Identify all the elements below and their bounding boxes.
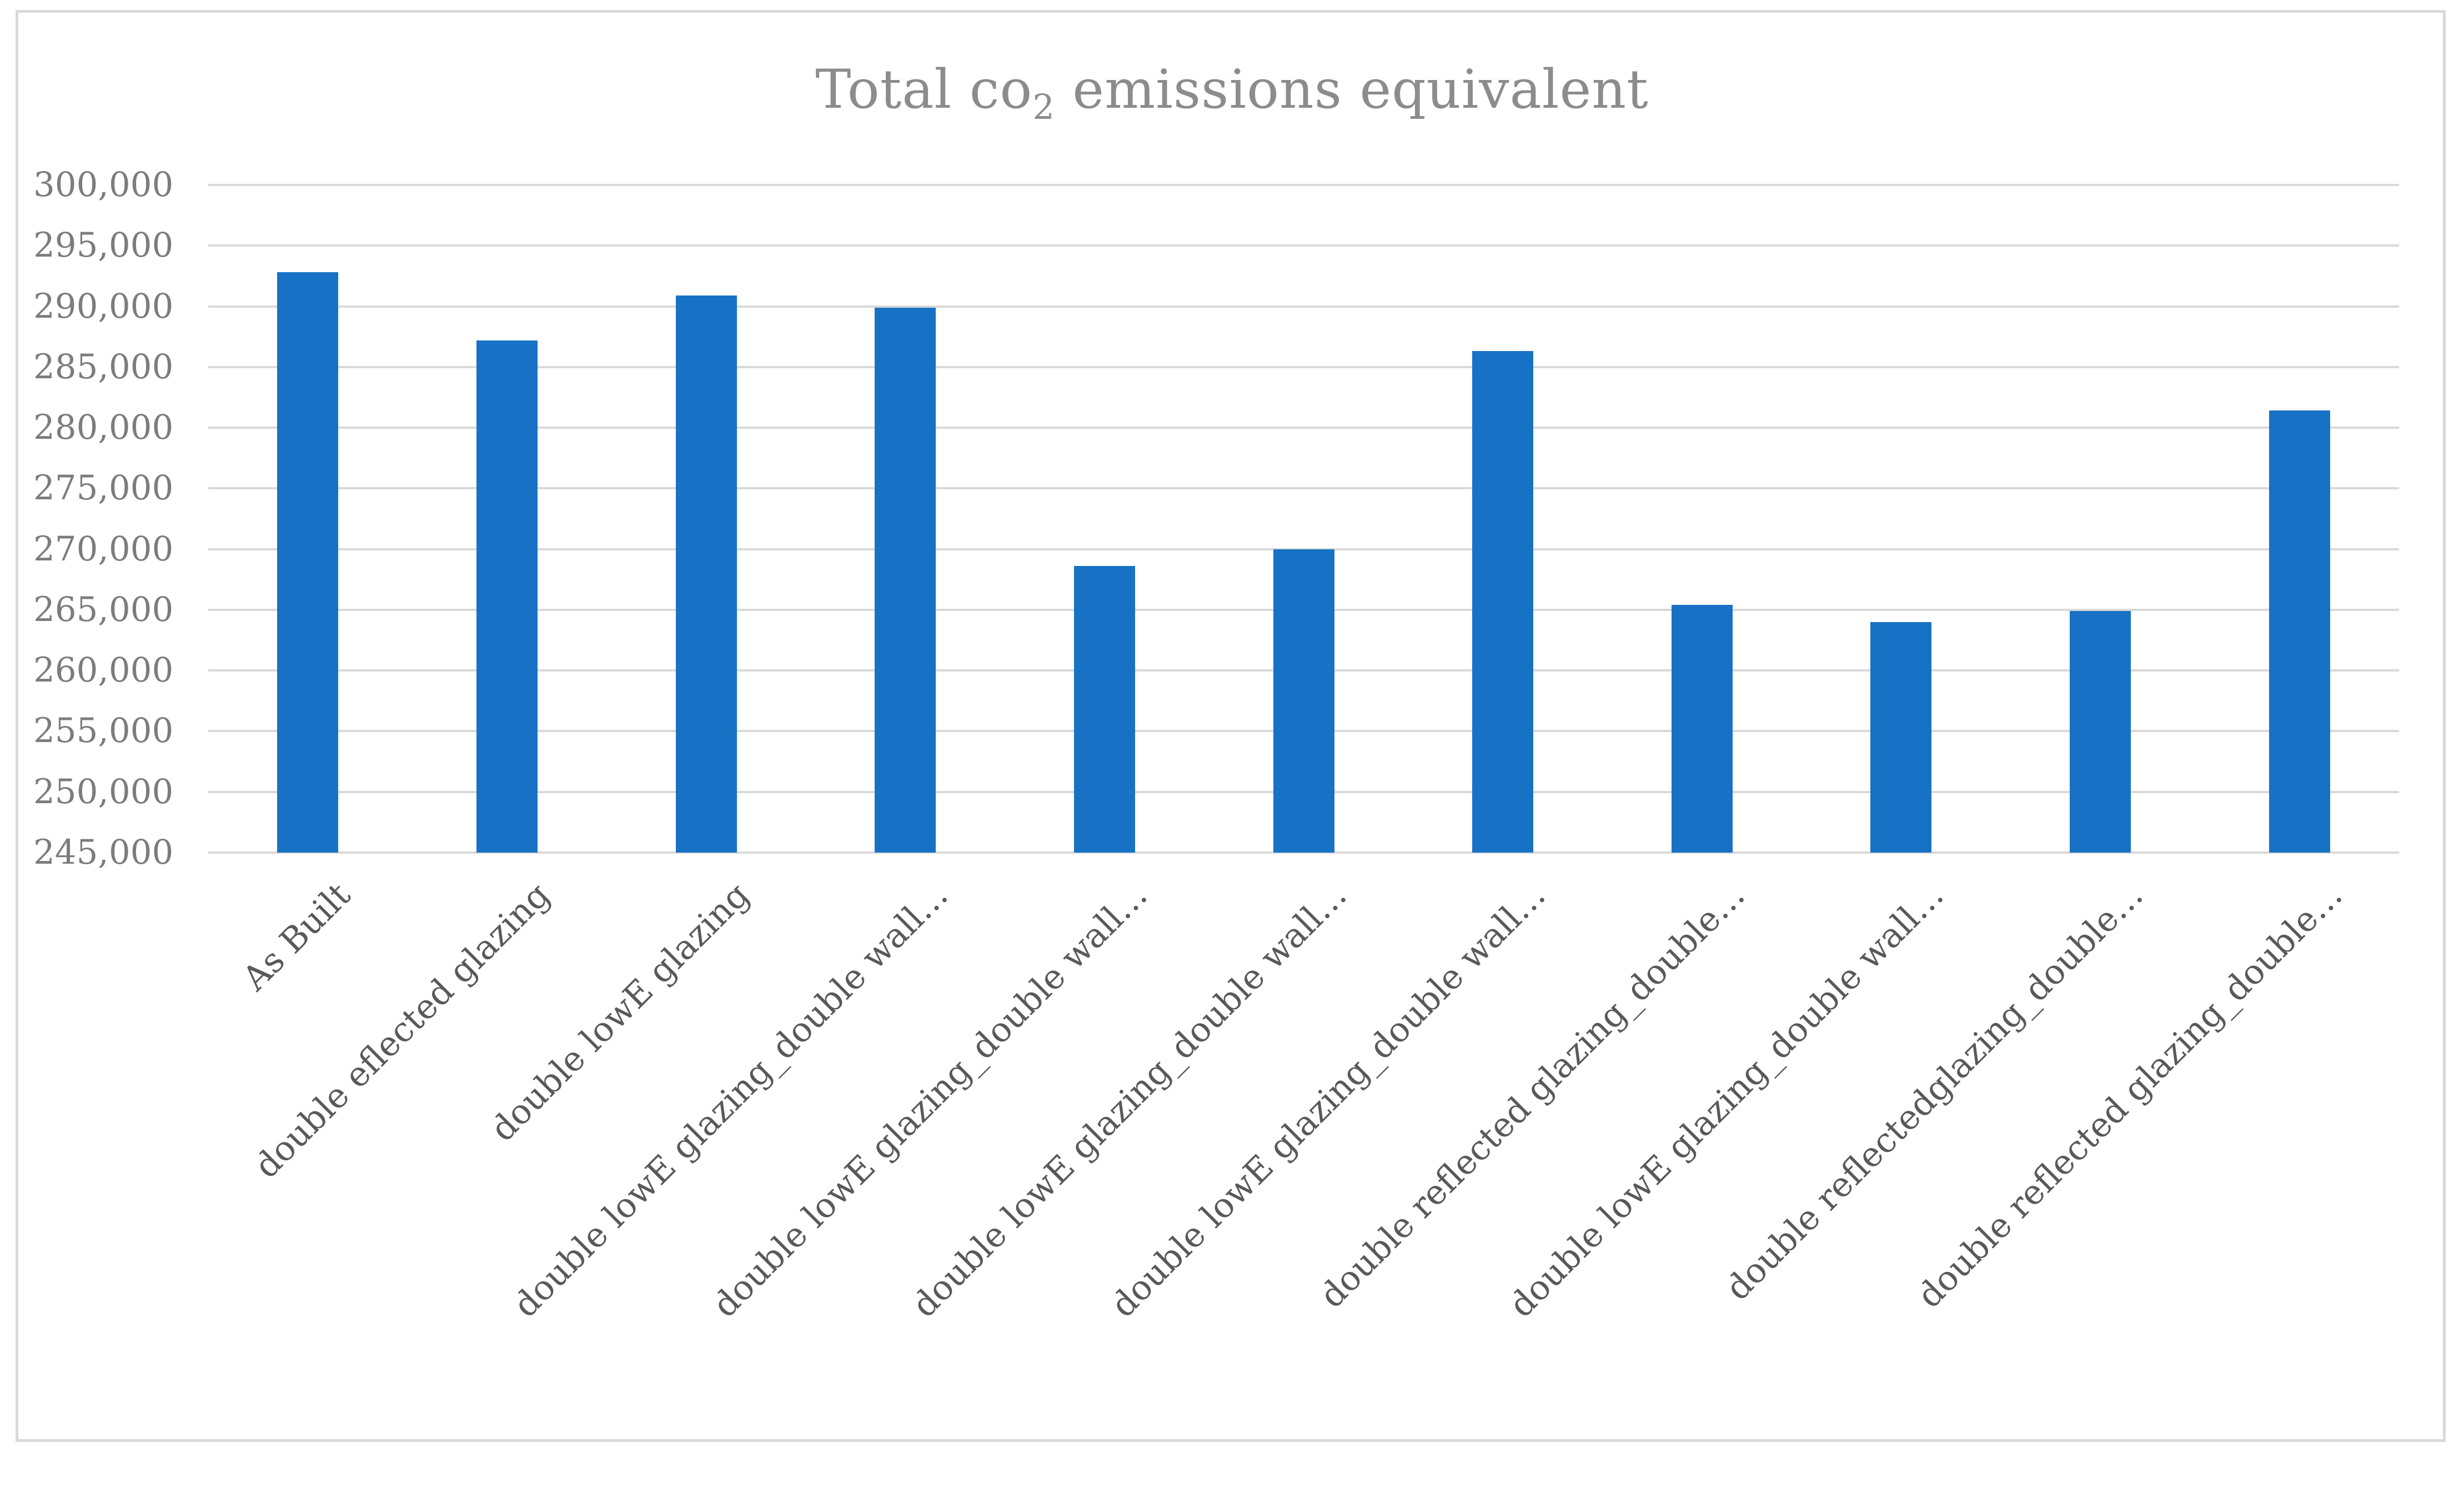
- gridline: [208, 305, 2399, 308]
- y-tick-label: 300,000: [33, 165, 174, 204]
- bar-2: [476, 340, 538, 853]
- bar-11: [2269, 410, 2330, 853]
- chart-title-subscript: 2: [1032, 87, 1055, 128]
- y-tick-label: 245,000: [33, 833, 174, 872]
- bar-8: [1671, 605, 1733, 853]
- gridline: [208, 184, 2399, 186]
- gridline: [208, 244, 2399, 247]
- bar-10: [2070, 611, 2131, 853]
- y-tick-label: 250,000: [33, 771, 174, 811]
- y-tick-label: 290,000: [33, 286, 174, 326]
- bar-3: [675, 295, 737, 853]
- gridline: [208, 487, 2399, 490]
- plot-area: [208, 184, 2399, 854]
- y-tick-label: 255,000: [33, 711, 174, 751]
- gridline: [208, 851, 2399, 854]
- bar-5: [1073, 566, 1135, 853]
- chart-figure: Total co2 emissions equivalent 300,000 29…: [0, 10, 2464, 1442]
- bar-6: [1273, 549, 1334, 853]
- bar-7: [1472, 351, 1534, 853]
- chart-title-text: Total co: [815, 58, 1033, 121]
- y-tick-label: 285,000: [33, 347, 174, 387]
- y-tick-label: 270,000: [33, 529, 174, 569]
- y-tick-label: 265,000: [33, 589, 174, 629]
- bar-9: [1870, 622, 1932, 853]
- bar-4: [875, 307, 936, 853]
- y-tick-label: 295,000: [33, 226, 174, 265]
- figure-border: [16, 10, 2446, 1442]
- gridline: [208, 365, 2399, 368]
- y-tick-label: 275,000: [33, 468, 174, 508]
- chart-title-text-suffix: emissions equivalent: [1055, 58, 1649, 121]
- gridline: [208, 427, 2399, 429]
- bar-1: [277, 272, 339, 853]
- y-tick-label: 260,000: [33, 650, 174, 690]
- y-tick-label: 280,000: [33, 408, 174, 448]
- chart-title: Total co2 emissions equivalent: [0, 58, 2464, 124]
